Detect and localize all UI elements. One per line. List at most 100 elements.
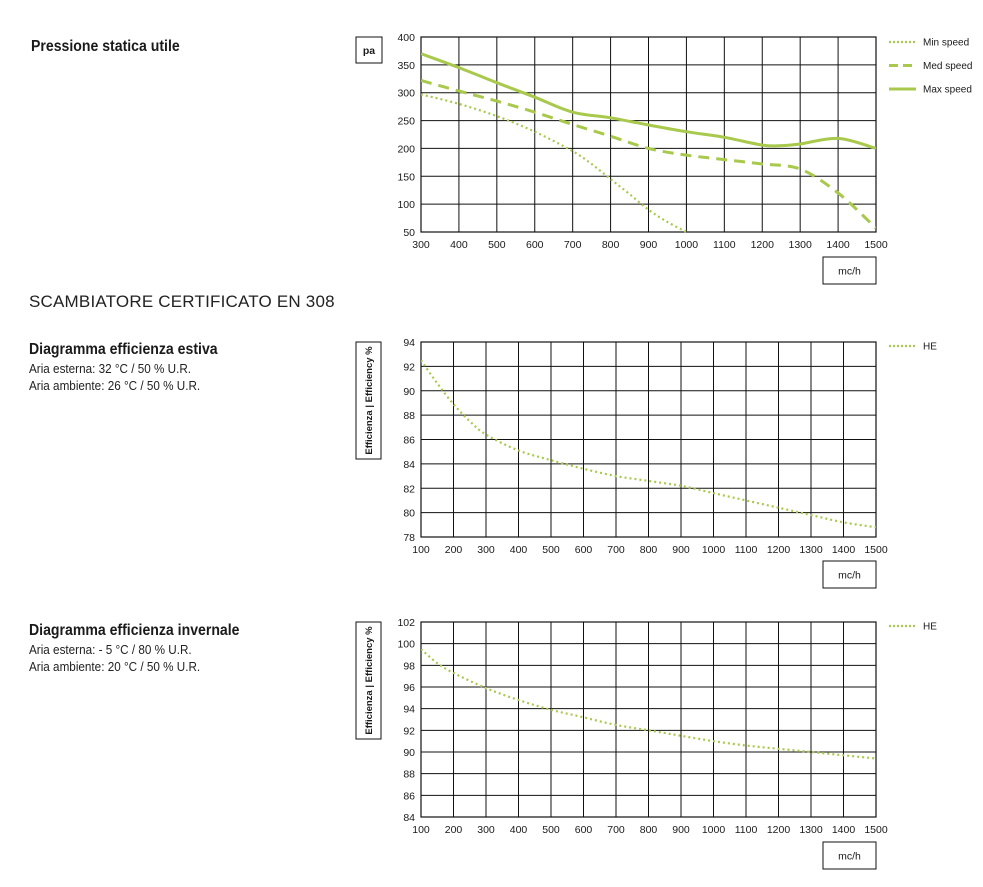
x-tick-label: 400 [510, 824, 528, 836]
x-tick-label: 300 [477, 824, 495, 836]
x-tick-label: 900 [640, 239, 658, 251]
y-tick-label: 84 [403, 812, 415, 824]
x-tick-label: 1100 [735, 824, 758, 836]
chart-2-condition-external: Aria esterna: 32 °C / 50 % U.R. [29, 361, 192, 376]
grid [420, 341, 877, 538]
chart-2-heading: Diagramma efficienza estiva [29, 341, 218, 358]
x-tick-label: 1400 [832, 824, 856, 836]
x-tick-label: 700 [607, 544, 625, 556]
x-tick-label: 500 [542, 824, 560, 836]
y-axis-label: Efficienza | Efficiency % [364, 626, 375, 735]
y-axis-label-box [355, 621, 382, 740]
x-tick-label: 1500 [864, 239, 888, 251]
y-tick-label: 150 [397, 171, 415, 183]
x-tick-label: 300 [477, 544, 495, 556]
x-tick-label: 1000 [675, 239, 699, 251]
x-tick-label: 200 [445, 824, 463, 836]
y-tick-label: 94 [403, 704, 415, 716]
y-tick-label: 92 [403, 361, 415, 373]
plot-frame [420, 36, 877, 233]
x-tick-label: 100 [412, 824, 430, 836]
x-tick-label: 300 [412, 239, 430, 251]
x-tick-label: 1300 [799, 824, 823, 836]
plot-frame [420, 341, 877, 538]
x-tick-label: 1100 [713, 239, 736, 251]
x-tick-label: 600 [575, 544, 593, 556]
series-line-he [421, 359, 876, 529]
y-tick-label: 102 [397, 617, 415, 629]
x-axis-label: mc/h [838, 570, 861, 582]
y-tick-label: 90 [403, 747, 415, 759]
y-tick-label: 350 [397, 60, 415, 72]
x-tick-label: 1500 [864, 544, 888, 556]
legend-label: Min speed [923, 38, 969, 49]
x-tick-label: 1400 [826, 239, 850, 251]
x-tick-label: 500 [542, 544, 560, 556]
chart-3-heading: Diagramma efficienza invernale [29, 622, 240, 639]
y-tick-label: 400 [397, 32, 415, 44]
x-tick-label: 600 [575, 824, 593, 836]
legend-label: Max speed [923, 85, 972, 96]
y-tick-label: 200 [397, 143, 415, 155]
y-tick-label: 100 [397, 639, 415, 651]
x-tick-label: 200 [445, 544, 463, 556]
x-tick-label: 1200 [767, 544, 791, 556]
x-tick-label: 1500 [864, 824, 888, 836]
x-tick-label: 900 [672, 544, 690, 556]
series-line-min-speed [421, 93, 687, 233]
x-tick-label: 1300 [799, 544, 823, 556]
y-tick-label: 82 [403, 483, 415, 495]
y-tick-label: 80 [403, 508, 415, 520]
x-tick-label: 600 [526, 239, 544, 251]
y-tick-label: 96 [403, 682, 415, 694]
x-tick-label: 700 [607, 824, 625, 836]
y-axis-label-box [355, 341, 382, 460]
y-tick-label: 78 [403, 532, 415, 544]
y-tick-label: 86 [403, 435, 415, 447]
x-tick-label: 800 [602, 239, 620, 251]
x-tick-label: 1300 [788, 239, 812, 251]
y-tick-label: 300 [397, 88, 415, 100]
x-axis-label-box [822, 841, 877, 870]
y-tick-label: 50 [403, 227, 415, 239]
y-axis-label-box [355, 36, 383, 64]
x-tick-label: 800 [640, 544, 658, 556]
y-axis-label: Efficienza | Efficiency % [364, 346, 375, 455]
legend-label: HE [923, 622, 937, 633]
x-tick-label: 500 [488, 239, 506, 251]
x-tick-label: 1000 [702, 824, 726, 836]
section-title: SCAMBIATORE CERTIFICATO EN 308 [29, 292, 335, 311]
x-axis-label: mc/h [838, 851, 861, 863]
y-tick-label: 90 [403, 386, 415, 398]
y-tick-label: 88 [403, 769, 415, 781]
x-tick-label: 400 [450, 239, 468, 251]
series-line-med-speed [421, 79, 876, 230]
x-axis-label-box [822, 560, 877, 589]
x-tick-label: 400 [510, 544, 528, 556]
chart-3-condition-external: Aria esterna: - 5 °C / 80 % U.R. [29, 642, 192, 657]
legend-label: Med speed [923, 61, 972, 72]
y-tick-label: 86 [403, 790, 415, 802]
series-line-max-speed [421, 52, 876, 150]
x-tick-label: 100 [412, 544, 430, 556]
x-tick-label: 800 [640, 824, 658, 836]
legend-label: HE [923, 342, 937, 353]
x-tick-label: 1000 [702, 544, 726, 556]
x-tick-label: 1100 [735, 544, 758, 556]
y-axis-label: pa [363, 45, 375, 57]
x-tick-label: 900 [672, 824, 690, 836]
grid [420, 36, 877, 233]
x-tick-label: 1400 [832, 544, 856, 556]
y-tick-label: 250 [397, 116, 415, 128]
chart-3-condition-ambient: Aria ambiente: 20 °C / 50 % U.R. [29, 659, 201, 674]
y-tick-label: 98 [403, 660, 415, 672]
x-tick-label: 1200 [751, 239, 775, 251]
y-tick-label: 92 [403, 725, 415, 737]
y-tick-label: 94 [403, 337, 415, 349]
y-tick-label: 84 [403, 459, 415, 471]
y-tick-label: 100 [397, 199, 415, 211]
chart-2-condition-ambient: Aria ambiente: 26 °C / 50 % U.R. [29, 378, 201, 393]
plot-frame [420, 621, 877, 818]
